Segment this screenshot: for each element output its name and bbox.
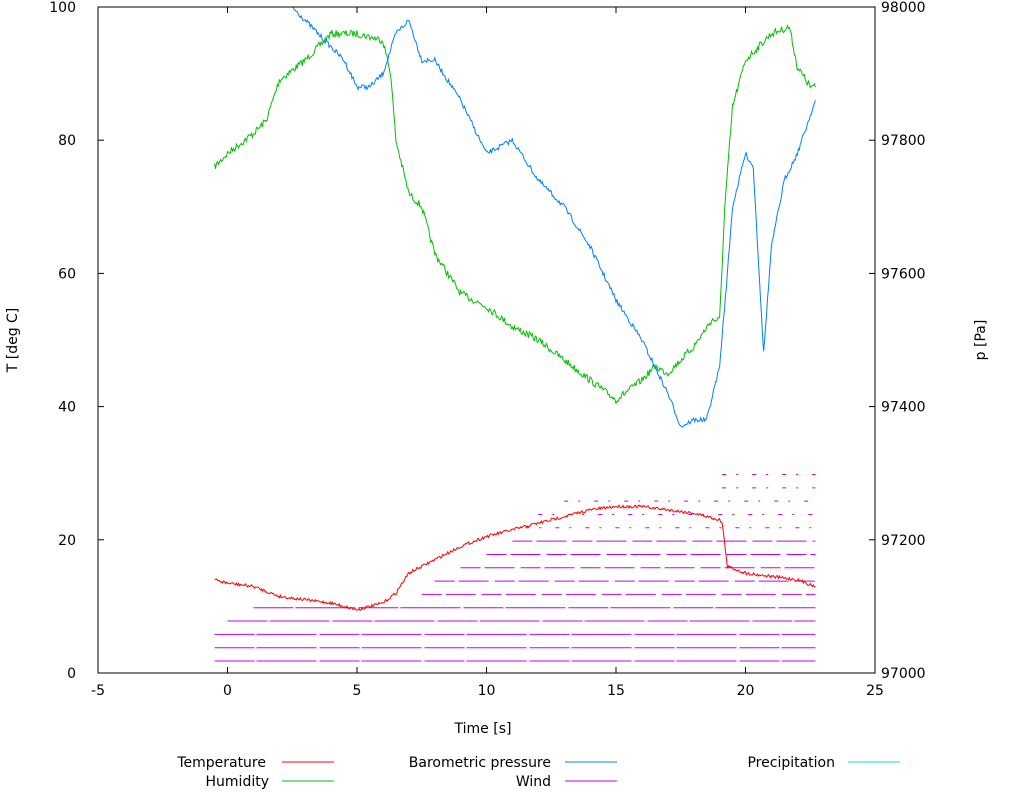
x-axis-label: Time [s]	[454, 721, 512, 737]
legend-label-humidity: Humidity	[206, 774, 269, 790]
legend: Temperature Humidity Barometric pressure…	[176, 755, 900, 790]
x-tick-label: 0	[223, 683, 232, 699]
x-tick-label: 20	[737, 683, 755, 699]
x-tick-label: -5	[91, 683, 105, 699]
y-tick-label: 80	[58, 133, 76, 149]
x-tick-label: 5	[353, 683, 362, 699]
plot-frame	[97, 6, 876, 674]
y2-tick-label: 97600	[881, 266, 926, 282]
pressure-line	[292, 7, 816, 428]
y2-axis-label: p [Pa]	[973, 320, 989, 361]
humidity-line	[214, 24, 816, 405]
y-axis-label: T [deg C]	[5, 308, 21, 374]
legend-label-wind: Wind	[516, 774, 551, 790]
y-tick-label: 0	[67, 666, 76, 682]
legend-label-pressure: Barometric pressure	[409, 755, 551, 771]
y-tick-label: 40	[58, 400, 76, 416]
temperature-line	[214, 504, 816, 611]
y2-tick-label: 98000	[881, 0, 926, 16]
y2-tick-label: 97000	[881, 666, 926, 682]
legend-label-precipitation: Precipitation	[747, 755, 835, 771]
y2-tick-label: 97200	[881, 533, 926, 549]
legend-label-temperature: Temperature	[176, 755, 266, 771]
x-tick-label: 10	[478, 683, 496, 699]
x-tick-label: 15	[607, 683, 625, 699]
y-tick-label: 100	[49, 0, 76, 16]
y-tick-label: 20	[58, 533, 76, 549]
y2-tick-label: 97400	[881, 400, 926, 416]
x-tick-label: 25	[866, 683, 884, 699]
y2-tick-label: 97800	[881, 133, 926, 149]
y-tick-label: 60	[58, 266, 76, 282]
